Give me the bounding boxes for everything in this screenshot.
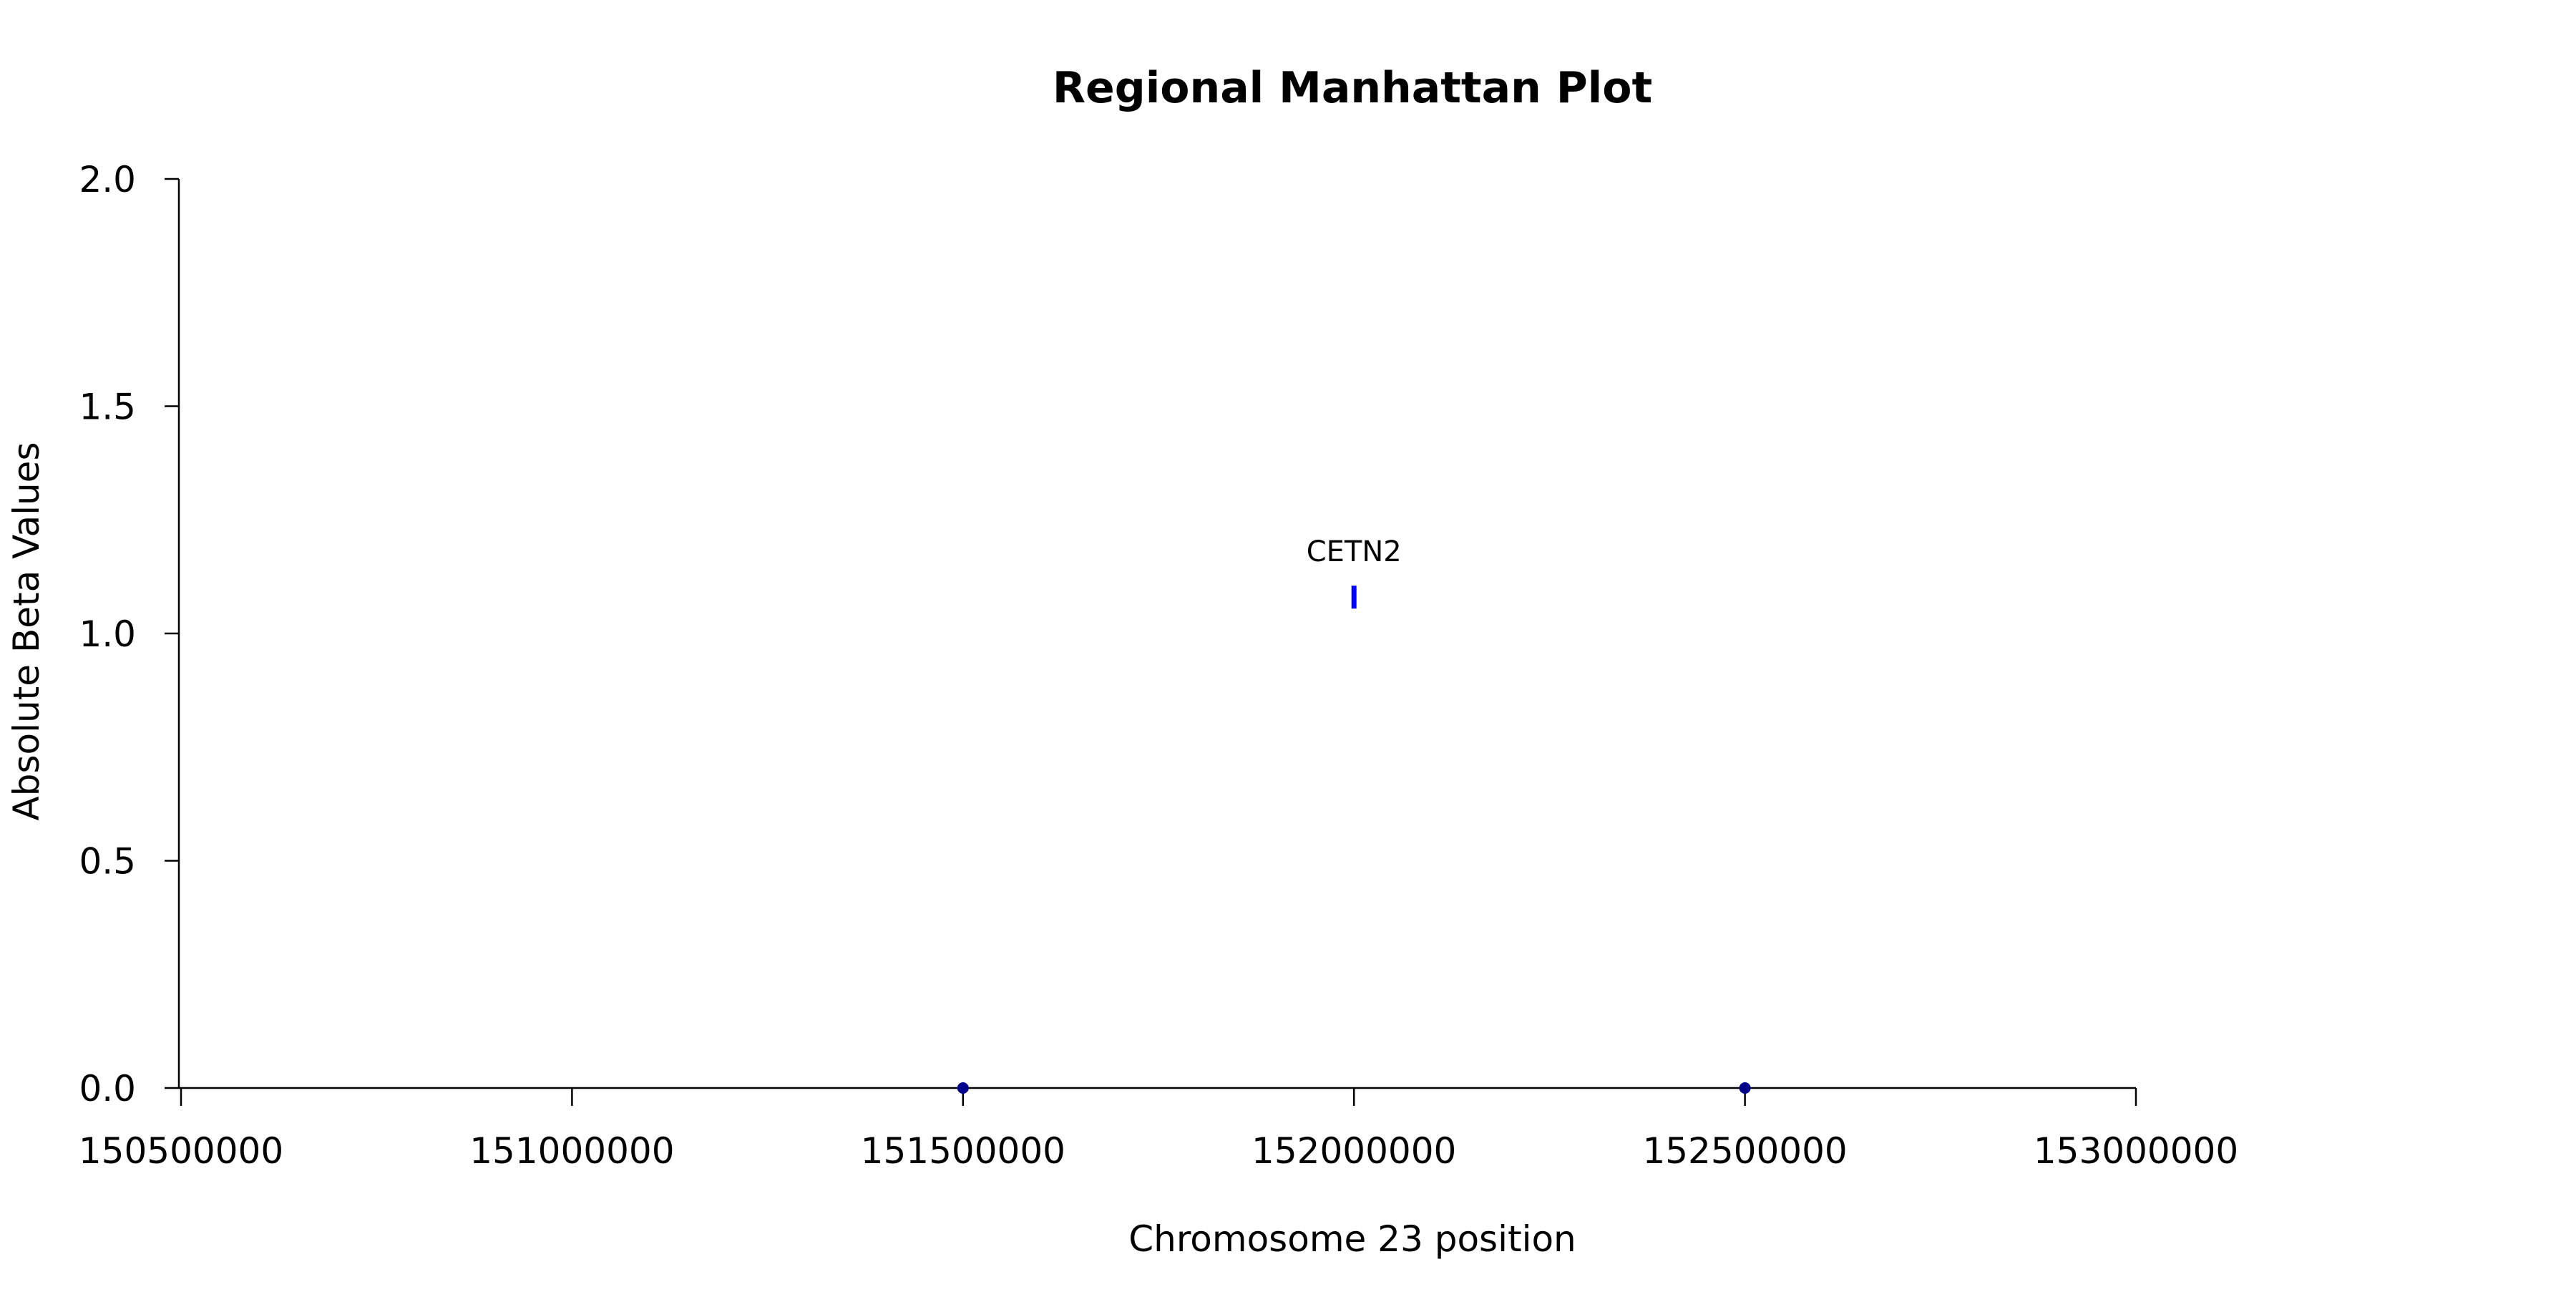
y-axis-title: Absolute Beta Values	[6, 442, 47, 821]
y-tick-label: 0.0	[79, 1068, 136, 1109]
y-tick-label: 1.5	[79, 387, 136, 428]
chart-title: Regional Manhattan Plot	[1053, 63, 1652, 113]
x-tick-label: 151500000	[861, 1130, 1065, 1172]
x-tick-label: 152500000	[1642, 1130, 1847, 1172]
y-tick-label: 2.0	[79, 159, 136, 200]
x-tick-label: 152000000	[1252, 1130, 1456, 1172]
x-tick-label: 151000000	[469, 1130, 674, 1172]
y-ticks: 0.0 0.5 1.0 1.5 2.0	[79, 159, 179, 1109]
y-tick-label: 0.5	[79, 841, 136, 883]
y-tick-label: 1.0	[79, 613, 136, 655]
data-point	[957, 1082, 969, 1094]
x-tick-label: 153000000	[2034, 1130, 2238, 1172]
data-point	[1739, 1082, 1751, 1094]
x-tick-label: 150500000	[79, 1130, 283, 1172]
gene-label: CETN2	[1307, 535, 1402, 568]
data-marks: CETN2	[957, 535, 1751, 1094]
x-ticks: 150500000 151000000 151500000 152000000 1525…	[79, 1088, 2238, 1172]
x-axis-title: Chromosome 23 position	[1128, 1218, 1576, 1260]
